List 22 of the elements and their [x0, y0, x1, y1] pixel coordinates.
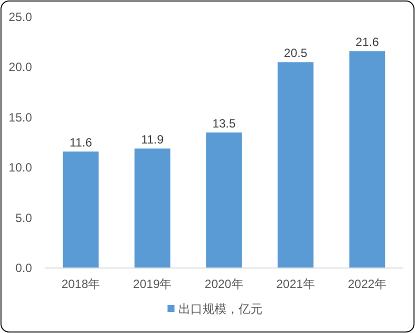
y-tick-label: 15.0 — [8, 110, 32, 124]
x-tick-label: 2021年 — [276, 277, 315, 291]
x-tick-label: 2022年 — [348, 277, 387, 291]
bar — [134, 148, 170, 268]
data-label: 11.9 — [141, 132, 164, 147]
data-label: 13.5 — [212, 116, 236, 130]
y-tick-label: 10.0 — [8, 160, 32, 175]
x-tick-label: 2019年 — [133, 277, 172, 291]
bar — [349, 51, 386, 268]
y-tick-label: 20.0 — [8, 60, 32, 74]
bar — [62, 152, 99, 268]
bar — [278, 62, 314, 268]
data-label: 11.6 — [70, 136, 92, 150]
data-label: 20.5 — [284, 46, 308, 60]
data-label: 21.6 — [356, 35, 380, 50]
y-tick-label: 0.0 — [15, 261, 32, 275]
bar — [206, 132, 242, 268]
x-tick-label: 2018年 — [61, 277, 100, 291]
y-tick-label: 25.0 — [8, 10, 32, 24]
legend-label: 出口规模，亿元 — [178, 302, 262, 316]
y-tick-label: 5.0 — [15, 210, 32, 225]
x-tick-label: 2020年 — [204, 277, 244, 291]
